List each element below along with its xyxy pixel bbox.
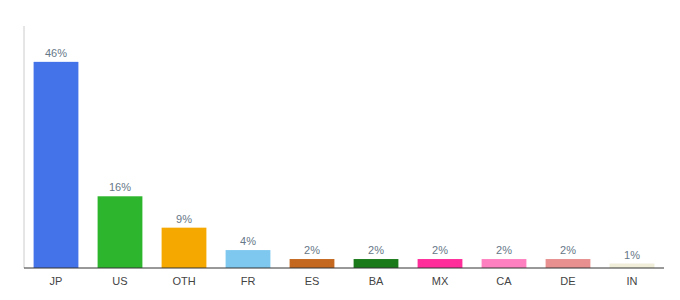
data-labels: 46% 16% 9% 4% 2% 2% 2% 2% 2% 1% [45,47,640,261]
data-label: 4% [240,235,256,247]
data-label: 1% [624,249,640,261]
x-tick-label: JP [50,275,63,287]
x-axis-line [24,268,664,269]
bar [418,259,463,268]
x-tick-label: BA [369,275,384,287]
bar [290,259,335,268]
data-label: 16% [109,181,131,193]
bar [546,259,591,268]
x-tick-label: IN [627,275,638,287]
bar [610,264,655,268]
data-label: 2% [560,244,576,256]
bar [162,228,207,268]
bar [482,259,527,268]
bar [354,259,399,268]
data-label: 2% [368,244,384,256]
bars [34,62,655,268]
data-label: 2% [496,244,512,256]
chart-container: 46% 16% 9% 4% 2% 2% 2% 2% 2% 1% JP US OTH FR ES BA MX CA D… [0,0,680,300]
x-tick-labels: JP US OTH FR ES BA MX CA DE IN [50,275,638,287]
data-label: 46% [45,47,67,59]
x-tick-label: CA [496,275,512,287]
bar [34,62,79,268]
y-axis-line [24,26,25,268]
bar [98,196,143,268]
data-label: 2% [304,244,320,256]
x-tick-label: DE [560,275,575,287]
x-tick-label: ES [305,275,320,287]
x-tick-label: US [112,275,127,287]
x-tick-label: MX [432,275,449,287]
x-tick-label: OTH [172,275,195,287]
bar [226,250,271,268]
chart: 46% 16% 9% 4% 2% 2% 2% 2% 2% 1% JP US OTH FR ES BA MX CA D… [0,0,680,300]
data-label: 9% [176,213,192,225]
data-label: 2% [432,244,448,256]
x-tick-label: FR [241,275,256,287]
